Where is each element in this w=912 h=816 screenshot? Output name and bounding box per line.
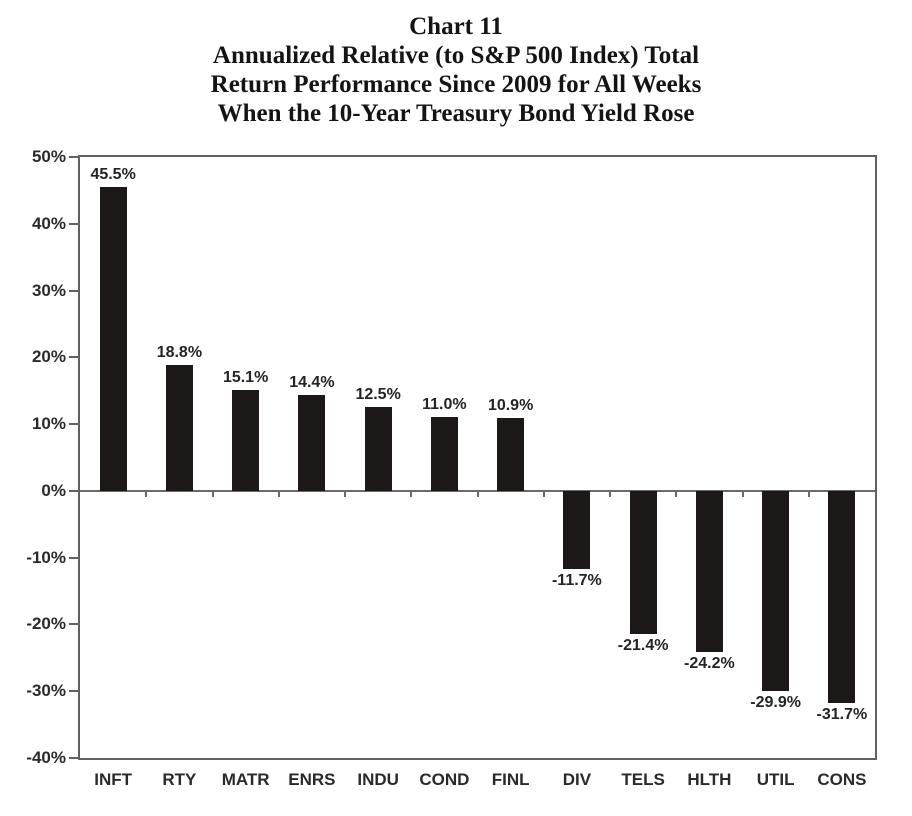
bar bbox=[165, 365, 193, 491]
bar-value-label: -24.2% bbox=[684, 655, 735, 673]
y-axis-tick bbox=[69, 289, 78, 292]
zero-axis-tick bbox=[476, 490, 479, 497]
bar bbox=[563, 490, 591, 569]
y-axis-label: -30% bbox=[26, 681, 66, 701]
zero-axis-tick bbox=[741, 490, 744, 497]
zero-axis-tick bbox=[145, 490, 148, 497]
y-axis-label: 10% bbox=[31, 414, 66, 434]
chart-title-line3: Return Performance Since 2009 for All We… bbox=[210, 71, 702, 98]
zero-axis-tick bbox=[211, 490, 214, 497]
bar bbox=[232, 390, 260, 491]
bar bbox=[762, 490, 790, 691]
bar bbox=[364, 407, 392, 491]
y-axis-tick bbox=[69, 556, 78, 559]
chart-title: Chart 11 Annualized Relative (to S&P 500… bbox=[0, 12, 912, 128]
bar bbox=[695, 490, 723, 653]
y-axis-label: -40% bbox=[26, 748, 66, 767]
x-axis-label: CONS bbox=[817, 770, 867, 789]
x-axis-label: COND bbox=[419, 770, 470, 789]
y-axis-label: 30% bbox=[31, 280, 66, 300]
x-axis-label: RTY bbox=[162, 770, 197, 789]
bar bbox=[430, 417, 458, 491]
bar-value-label: -11.7% bbox=[551, 572, 602, 590]
bar bbox=[298, 394, 326, 491]
plot-area: 45.5% 18.8% 15.1% 14.4% 12.5% 11.0% 10.9% -11.7… bbox=[78, 155, 877, 760]
y-axis-tick bbox=[69, 423, 78, 426]
bar-value-label: 15.1% bbox=[222, 369, 269, 387]
x-axis-label: ENRS bbox=[288, 770, 336, 789]
y-axis-tick bbox=[69, 623, 78, 626]
zero-axis-tick bbox=[609, 490, 611, 497]
bar-value-label: 11.0% bbox=[422, 396, 467, 414]
bar-value-label: -31.7% bbox=[816, 705, 868, 723]
x-axis-label: INDU bbox=[357, 770, 399, 789]
bar-value-label: 12.5% bbox=[355, 386, 401, 404]
x-axis-label: UTIL bbox=[756, 770, 795, 789]
bar-value-label: 45.5% bbox=[90, 166, 136, 184]
zero-axis-tick bbox=[542, 490, 545, 497]
chart-title-line4: When the 10-Year Treasury Bond Yield Ros… bbox=[217, 100, 695, 127]
x-axis-label: FINL bbox=[491, 770, 530, 789]
bar-value-label: 18.8% bbox=[156, 344, 203, 362]
zero-axis-tick bbox=[410, 490, 413, 497]
y-axis-label: 0% bbox=[41, 480, 66, 500]
x-axis-label: HLTH bbox=[687, 770, 732, 789]
bar-value-label: 10.9% bbox=[487, 397, 534, 415]
y-axis-label: 40% bbox=[31, 213, 66, 233]
bar bbox=[828, 490, 856, 703]
bar-value-label: -21.4% bbox=[617, 636, 669, 654]
bar bbox=[99, 187, 127, 491]
y-axis-tick bbox=[69, 222, 78, 225]
chart-title-line1: Chart 11 bbox=[409, 13, 503, 40]
x-axis-label: DIV bbox=[562, 770, 592, 789]
zero-axis-tick bbox=[277, 490, 280, 497]
y-axis-label: -20% bbox=[26, 614, 66, 634]
y-axis-tick bbox=[69, 690, 78, 693]
x-axis-label: INFT bbox=[94, 770, 133, 789]
zero-axis-tick bbox=[344, 490, 346, 497]
bar bbox=[497, 418, 525, 491]
bar bbox=[629, 490, 657, 634]
y-axis-label: 20% bbox=[31, 347, 66, 367]
y-axis-label: -10% bbox=[26, 547, 66, 567]
y-axis-tick bbox=[69, 156, 78, 158]
y-axis-tick bbox=[69, 356, 78, 359]
y-axis-tick bbox=[69, 757, 78, 759]
x-axis-label: MATR bbox=[221, 770, 270, 789]
x-axis-label: TELS bbox=[621, 770, 665, 789]
y-axis-label: 50% bbox=[31, 147, 66, 166]
zero-axis-tick bbox=[807, 490, 810, 497]
bar-value-label: -29.9% bbox=[750, 693, 801, 711]
chart-title-line2: Annualized Relative (to S&P 500 Index) T… bbox=[212, 42, 700, 69]
zero-axis-tick bbox=[675, 490, 678, 497]
bar-value-label: 14.4% bbox=[289, 373, 335, 391]
y-axis-tick bbox=[69, 489, 78, 492]
